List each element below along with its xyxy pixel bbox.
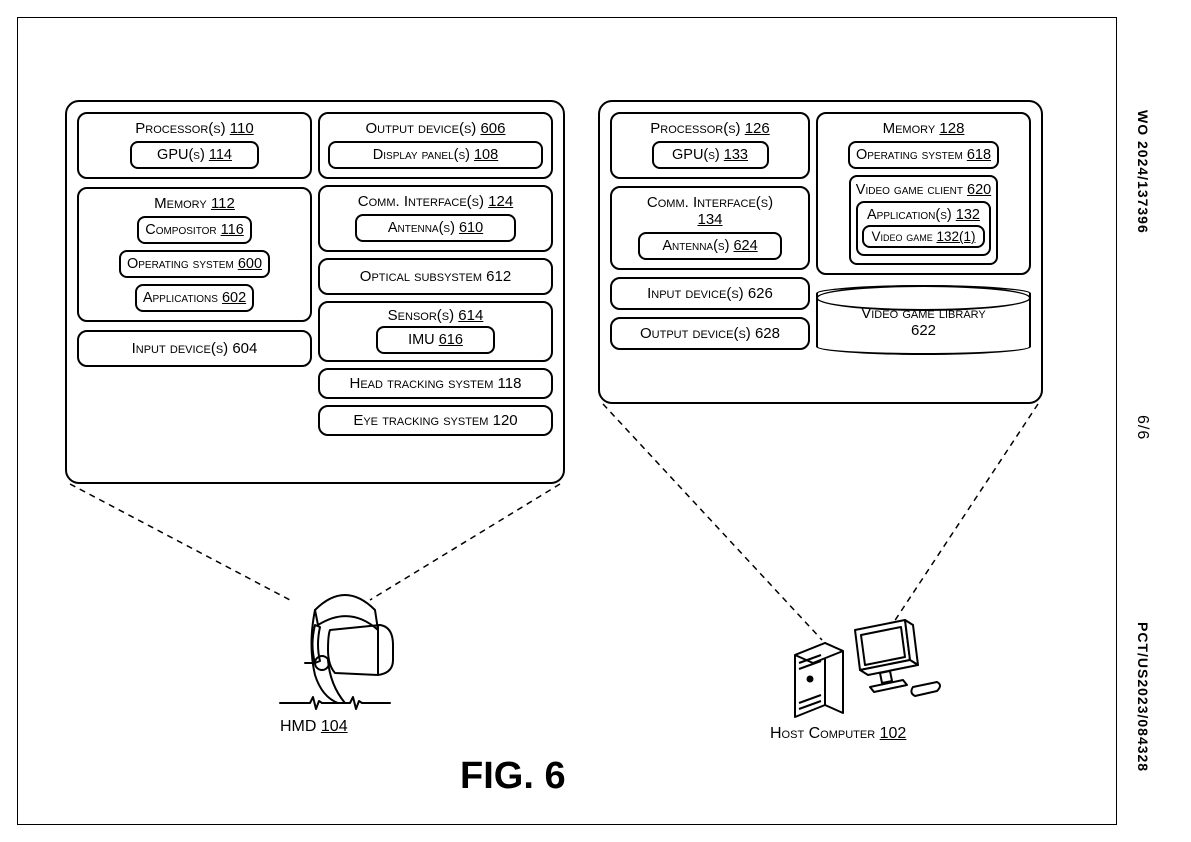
vr-headset-icon [260,575,405,715]
hmd-input-devices-box: Input device(s) 604 [77,330,312,367]
application-number: PCT/US2023/084328 [1135,622,1151,772]
hmd-comm-title: Comm. Interface(s) 124 [328,193,543,214]
hmd-apps-box: Applications 602 [135,284,254,312]
hmd-headtrack-box: Head tracking system 118 [318,368,553,399]
host-library-cylinder: Video game library622 [816,285,1031,355]
hmd-caption: HMD 104 [280,718,348,736]
host-antenna-box: Antenna(s) 624 [638,232,782,260]
host-applications-title: Application(s) 132 [862,207,985,225]
hmd-comm-module: Comm. Interface(s) 124 Antenna(s) 610 [318,185,553,252]
hmd-panel: Processor(s) 110 GPU(s) 114 Memory 112 C… [65,100,565,484]
hmd-display-box: Display panel(s) 108 [328,141,543,169]
host-client-title: Video game client 620 [856,182,991,201]
host-input-box: Input device(s) 626 [610,277,810,310]
host-memory-module: Memory 128 Operating system 618 Video ga… [816,112,1031,275]
host-videogame-box: Video game 132(1) [862,225,985,248]
hmd-processors-title: Processor(s) 110 [87,120,302,141]
hmd-output-title: Output device(s) 606 [328,120,543,141]
hmd-os-box: Operating system 600 [119,250,270,278]
hmd-gpu-box: GPU(s) 114 [130,141,259,169]
host-output-box: Output device(s) 628 [610,317,810,350]
host-processors-module: Processor(s) 126 GPU(s) 133 [610,112,810,179]
hmd-memory-module: Memory 112 Compositor 116 Operating syst… [77,187,312,322]
host-gpu-box: GPU(s) 133 [652,141,769,169]
host-comm-module: Comm. Interface(s)134 Antenna(s) 624 [610,186,810,270]
hmd-optical-box: Optical subsystem 612 [318,258,553,295]
host-processors-title: Processor(s) 126 [620,120,800,141]
host-panel: Processor(s) 126 GPU(s) 133 Comm. Interf… [598,100,1043,404]
publication-number: WO 2024/137396 [1135,110,1151,234]
hmd-eyetrack-box: Eye tracking system 120 [318,405,553,436]
figure-label: FIG. 6 [460,755,566,798]
host-applications-box: Application(s) 132 Video game 132(1) [856,201,991,256]
hmd-imu-box: IMU 616 [376,326,494,354]
page-indicator: 6/6 [1133,415,1151,440]
hmd-sensors-module: Sensor(s) 614 IMU 616 [318,301,553,362]
host-os-box: Operating system 618 [848,141,999,169]
hmd-compositor-box: Compositor 116 [137,216,252,244]
hmd-memory-title: Memory 112 [87,195,302,216]
host-client-group: Video game client 620 Application(s) 132… [849,175,998,265]
host-comm-title: Comm. Interface(s)134 [620,194,800,232]
hmd-processors-module: Processor(s) 110 GPU(s) 114 [77,112,312,179]
host-memory-title: Memory 128 [826,120,1021,141]
desktop-computer-icon [785,615,950,725]
hmd-output-module: Output device(s) 606 Display panel(s) 10… [318,112,553,179]
hmd-sensors-title: Sensor(s) 614 [328,307,543,326]
hmd-antenna-box: Antenna(s) 610 [355,214,516,242]
host-caption: Host Computer 102 [770,725,906,743]
